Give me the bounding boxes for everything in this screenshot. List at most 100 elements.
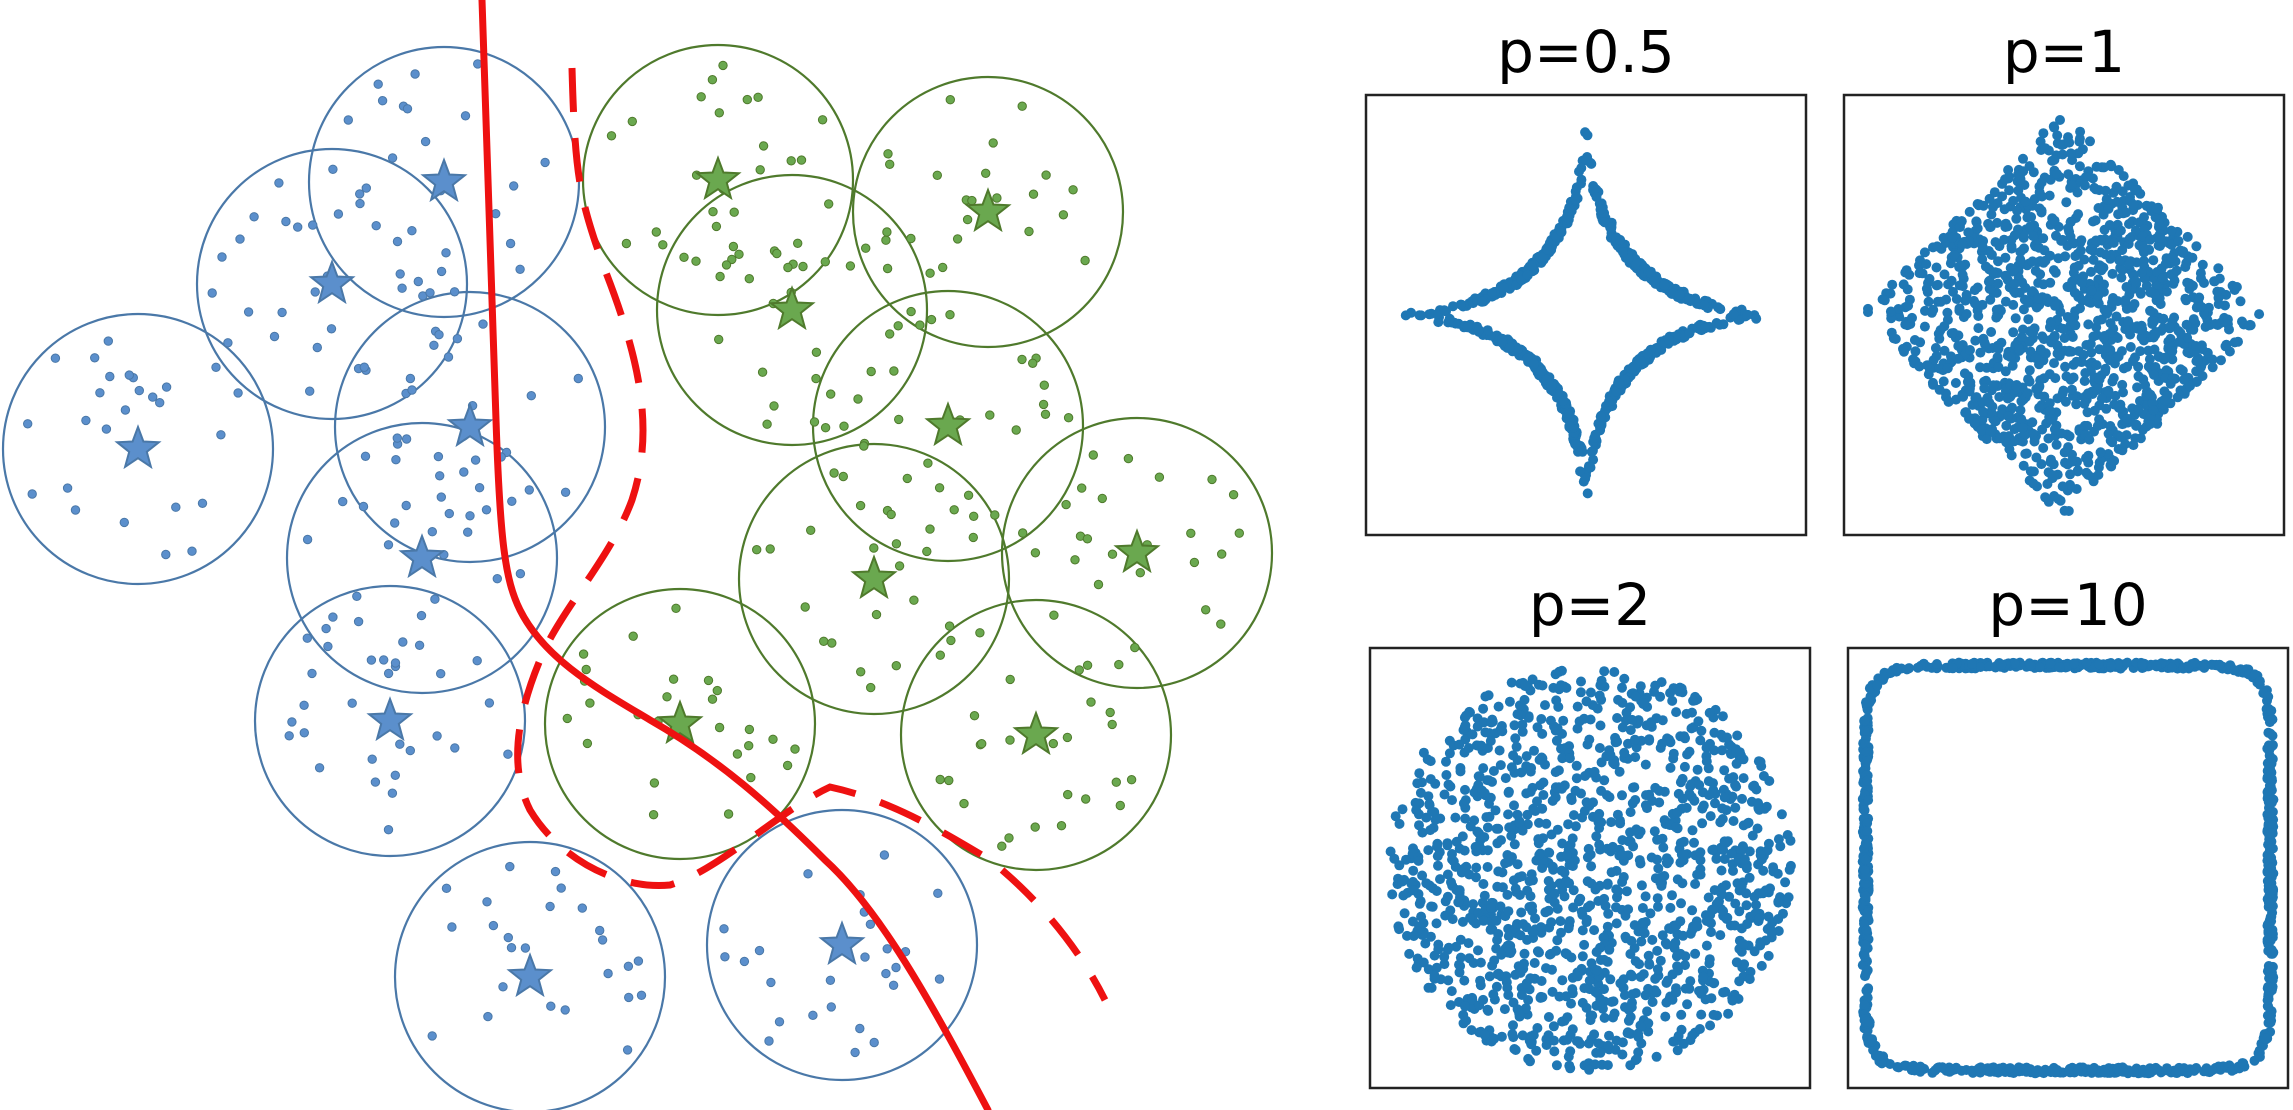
sample-point	[1416, 310, 1427, 321]
sample-point	[1412, 778, 1423, 789]
blue-data-point	[441, 883, 452, 893]
sample-point	[1543, 876, 1554, 886]
sample-point	[1521, 922, 1532, 933]
sample-point	[1640, 891, 1651, 902]
blue-data-point	[299, 700, 309, 710]
sample-point	[1551, 1060, 1562, 1071]
green-data-point	[796, 155, 807, 165]
blue-data-point	[474, 483, 485, 493]
sample-point	[1524, 902, 1535, 912]
sample-point	[1427, 806, 1437, 817]
sample-point	[2070, 320, 2081, 331]
green-data-point	[871, 609, 882, 620]
blue-data-point	[277, 307, 287, 318]
green-data-point	[1082, 660, 1093, 670]
green-data-point	[1081, 794, 1091, 804]
sample-point	[1697, 818, 1708, 829]
green-data-point	[744, 741, 754, 751]
green-data-point	[886, 509, 896, 520]
sample-point	[1731, 758, 1742, 769]
sample-point	[2092, 421, 2103, 431]
blue-cluster-circle	[393, 840, 667, 1110]
sample-point	[2185, 380, 2195, 391]
sample-point	[1491, 915, 1502, 926]
sample-point	[1428, 883, 1438, 894]
blue-data-point	[367, 754, 377, 764]
sample-point	[2023, 314, 2034, 325]
sample-point	[1559, 891, 1570, 902]
sample-point	[1651, 1051, 1662, 1062]
sample-point	[1728, 772, 1739, 783]
sample-point	[1439, 959, 1450, 970]
sample-point	[2002, 393, 2013, 404]
sample-point	[1547, 861, 1558, 872]
sample-point	[1495, 760, 1506, 771]
sample-point	[2268, 972, 2279, 983]
sample-point	[2081, 453, 2091, 464]
sample-point	[1696, 1009, 1707, 1020]
sample-point	[1984, 397, 1995, 408]
sample-point	[1715, 817, 1726, 828]
green-data-point	[1062, 732, 1073, 743]
green-center-star-icon	[1012, 710, 1060, 756]
sample-point	[1442, 869, 1453, 880]
sample-point	[1570, 194, 1581, 205]
sample-point	[1425, 825, 1436, 836]
blue-data-point	[211, 362, 221, 372]
green-data-point	[1228, 490, 1239, 500]
green-data-point	[1005, 674, 1015, 685]
blue-data-point	[577, 903, 587, 913]
sample-point	[1583, 843, 1594, 854]
sample-point	[1538, 790, 1549, 800]
sample-point	[1575, 893, 1586, 904]
sample-point	[1672, 1045, 1683, 1056]
sample-point	[1547, 795, 1558, 806]
sample-point	[2067, 384, 2077, 395]
sample-point	[1652, 834, 1663, 845]
green-data-point	[866, 682, 876, 693]
sample-point	[1500, 773, 1511, 784]
blue-data-point	[481, 505, 492, 515]
blue-data-point	[624, 992, 634, 1003]
green-data-point	[1154, 472, 1165, 482]
sample-point	[1861, 697, 1872, 708]
sample-point	[2160, 395, 2171, 406]
sample-point	[1934, 333, 1945, 344]
sample-point	[1988, 380, 1999, 391]
sample-point	[2196, 301, 2207, 312]
green-data-point	[1077, 483, 1087, 493]
sample-point	[1611, 386, 1621, 397]
sample-point	[1997, 404, 2008, 415]
blue-data-point	[379, 655, 389, 665]
sample-point	[1717, 803, 1728, 814]
sample-point	[2011, 381, 2022, 392]
sample-point	[1519, 948, 1530, 959]
blue-data-point	[546, 1001, 556, 1011]
sample-point	[1954, 280, 1965, 291]
sample-point	[2065, 217, 2076, 228]
sample-point	[1463, 938, 1474, 949]
green-data-point	[969, 711, 980, 721]
sample-point	[1596, 694, 1607, 705]
sample-point	[1727, 995, 1738, 1006]
green-data-point	[819, 636, 829, 646]
sample-point	[1559, 681, 1570, 692]
sample-point	[2100, 249, 2111, 260]
sample-point	[1785, 835, 1796, 846]
sample-point	[2015, 405, 2026, 416]
sample-point	[1684, 293, 1695, 304]
green-data-point	[762, 419, 772, 429]
sample-point	[1491, 823, 1502, 834]
sample-point	[1645, 268, 1656, 279]
green-center-star-icon	[656, 699, 704, 745]
green-data-point	[1186, 528, 1196, 538]
sample-point	[2028, 231, 2039, 242]
sample-point	[1754, 913, 1765, 924]
sample-point	[1719, 836, 1730, 847]
green-data-point	[882, 263, 893, 274]
sample-point	[1397, 876, 1408, 887]
sample-point	[1480, 727, 1491, 738]
sample-point	[2114, 255, 2125, 266]
sample-point	[1923, 278, 1933, 288]
sample-point	[1676, 1009, 1687, 1020]
